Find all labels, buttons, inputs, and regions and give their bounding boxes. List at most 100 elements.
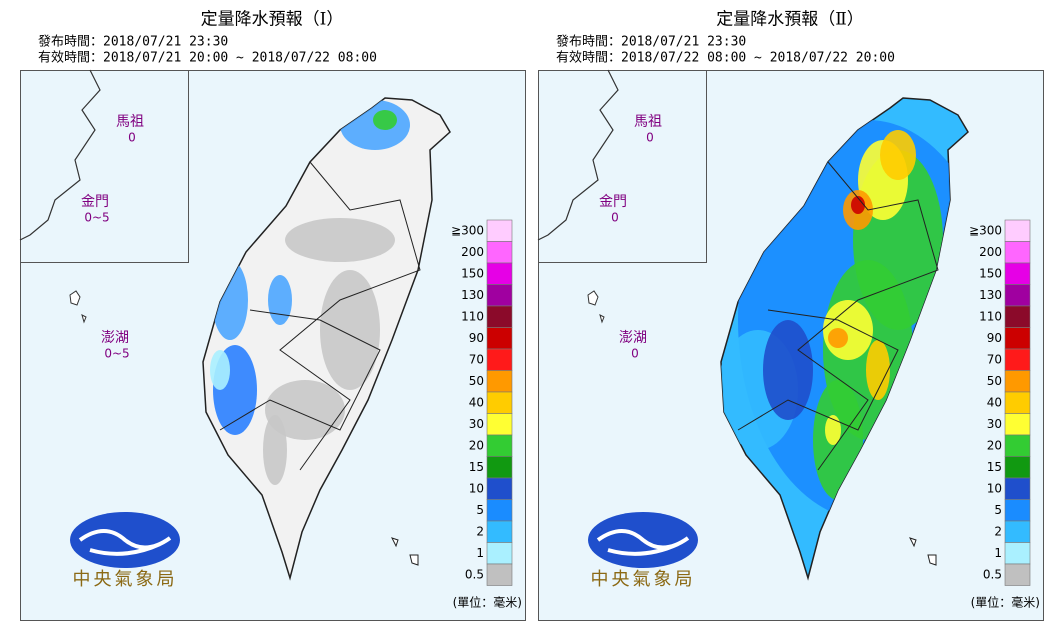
island-name: 澎湖 xyxy=(619,330,647,346)
rain-patch xyxy=(763,320,813,420)
legend-swatch xyxy=(486,391,513,414)
china-coast xyxy=(537,69,619,241)
rain-patch xyxy=(373,110,397,130)
legend-swatch xyxy=(486,456,513,479)
green-island xyxy=(909,537,937,566)
rain-patch xyxy=(263,415,287,485)
legend-label: 15 xyxy=(987,460,1002,474)
legend-label: 50 xyxy=(987,374,1002,388)
island-value: 0 xyxy=(128,131,136,145)
legend-swatch xyxy=(486,219,513,242)
island-name: 澎湖 xyxy=(101,330,129,346)
legend-label: 2 xyxy=(994,525,1002,539)
legend-label: 70 xyxy=(469,353,484,367)
rain-patch xyxy=(285,218,395,262)
rain-patch xyxy=(866,340,890,400)
logo-swirl xyxy=(78,529,172,556)
rain-patch xyxy=(210,350,230,390)
inset-frame xyxy=(20,70,189,263)
rain-area xyxy=(210,100,410,485)
rain-patch xyxy=(265,380,345,440)
legend-swatch xyxy=(486,305,513,328)
island-value: 0 xyxy=(646,131,654,145)
legend-label: 10 xyxy=(469,482,484,496)
legend-label: 5 xyxy=(994,503,1002,517)
legend-label: 110 xyxy=(979,310,1002,324)
rain-patch xyxy=(320,270,380,390)
logo-text: 中央氣象局 xyxy=(73,569,178,590)
legend-swatch xyxy=(1004,563,1031,586)
island-name: 金門 xyxy=(599,194,627,210)
panel-title: 定量降水預報（Ⅰ） xyxy=(201,10,344,30)
legend-label: 20 xyxy=(469,439,484,453)
legend-label: 0.5 xyxy=(465,568,484,582)
legend-swatch xyxy=(1004,413,1031,436)
legend-swatch xyxy=(1004,499,1031,522)
legend-label: 30 xyxy=(469,417,484,431)
legend-label: 110 xyxy=(461,310,484,324)
inset-frame xyxy=(538,70,707,263)
legend-label: 90 xyxy=(987,331,1002,345)
penghu xyxy=(69,290,87,324)
legend-label: 150 xyxy=(461,267,484,281)
issue-time: 發布時間：2018/07/21 23:30 xyxy=(38,35,228,50)
legend-swatch xyxy=(1004,327,1031,350)
island-value: 0~5 xyxy=(104,347,129,361)
county-line xyxy=(797,161,939,471)
legend-label: 200 xyxy=(461,245,484,259)
unit-label: (單位：毫米) xyxy=(971,595,1040,610)
legend-label: 10 xyxy=(987,482,1002,496)
rain-patch xyxy=(851,196,865,214)
legend-swatch xyxy=(486,520,513,543)
china-coast xyxy=(19,69,101,241)
county-line xyxy=(219,309,381,431)
legend-swatch xyxy=(1004,434,1031,457)
valid-time: 有效時間：2018/07/22 08:00 ~ 2018/07/22 20:00 xyxy=(556,51,895,66)
map: 馬祖0金門0~5澎湖0~5中央氣象局≧300200150130110907050… xyxy=(19,69,526,621)
legend-label: 15 xyxy=(469,460,484,474)
legend-swatch xyxy=(486,348,513,371)
county-line xyxy=(737,309,899,431)
island-value: 0 xyxy=(611,211,619,225)
island-value: 0~5 xyxy=(84,211,109,225)
legend-swatch xyxy=(1004,241,1031,264)
green-island xyxy=(391,537,419,566)
legend-label: ≧300 xyxy=(969,224,1002,238)
rain-patch xyxy=(825,415,841,445)
legend-label: 130 xyxy=(461,288,484,302)
legend-swatch xyxy=(486,284,513,307)
penghu xyxy=(587,290,605,324)
island-name: 馬祖 xyxy=(116,114,144,130)
legend-label: 5 xyxy=(476,503,484,517)
valid-time: 有效時間：2018/07/21 20:00 ~ 2018/07/22 08:00 xyxy=(38,51,377,66)
legend-swatch xyxy=(486,262,513,285)
legend-label: 70 xyxy=(987,353,1002,367)
panel: 定量降水預報（Ⅱ） 發布時間：2018/07/21 23:30有效時間：2018/… xyxy=(537,10,1044,621)
legend-label: 20 xyxy=(987,439,1002,453)
legend-label: 90 xyxy=(469,331,484,345)
legend-label: 40 xyxy=(469,396,484,410)
panel: 定量降水預報（Ⅰ） 發布時間：2018/07/21 23:30有效時間：2018/… xyxy=(19,10,526,621)
island-value: 0 xyxy=(631,347,639,361)
legend-swatch xyxy=(1004,262,1031,285)
legend-label: 30 xyxy=(987,417,1002,431)
logo-swirl xyxy=(596,529,690,556)
unit-label: (單位：毫米) xyxy=(453,595,522,610)
legend-label: 2 xyxy=(476,525,484,539)
legend-swatch xyxy=(1004,456,1031,479)
legend-swatch xyxy=(486,241,513,264)
legend-swatch xyxy=(486,563,513,586)
rain-patch xyxy=(828,328,848,348)
legend-label: 50 xyxy=(469,374,484,388)
legend-swatch xyxy=(1004,219,1031,242)
legend-label: 130 xyxy=(979,288,1002,302)
issue-time: 發布時間：2018/07/21 23:30 xyxy=(556,35,746,50)
logo-text: 中央氣象局 xyxy=(591,569,696,590)
legend-swatch xyxy=(1004,542,1031,565)
legend-label: 150 xyxy=(979,267,1002,281)
legend-label: 1 xyxy=(994,546,1002,560)
legend-label: 1 xyxy=(476,546,484,560)
legend-swatch xyxy=(486,413,513,436)
map: 馬祖0金門0澎湖0中央氣象局≧3002001501301109070504030… xyxy=(537,69,1044,621)
